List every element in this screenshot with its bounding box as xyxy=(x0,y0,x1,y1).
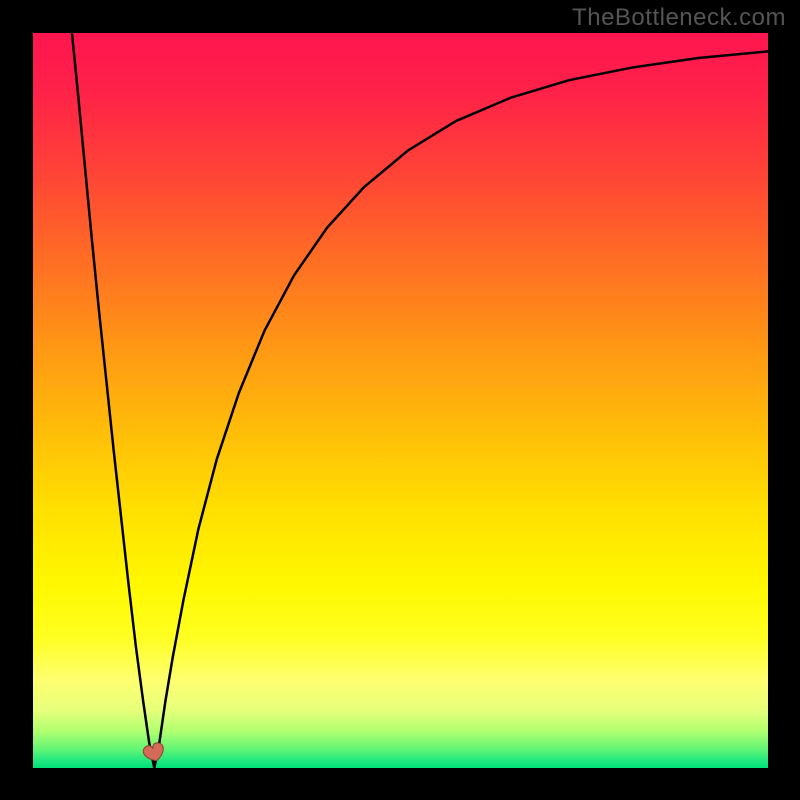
curve-layer xyxy=(0,0,800,800)
bottleneck-curve xyxy=(72,33,768,768)
marker-heart xyxy=(141,741,167,763)
watermark-text: TheBottleneck.com xyxy=(572,4,786,32)
chart-container: TheBottleneck.com xyxy=(0,0,800,800)
heart-icon xyxy=(141,741,166,763)
